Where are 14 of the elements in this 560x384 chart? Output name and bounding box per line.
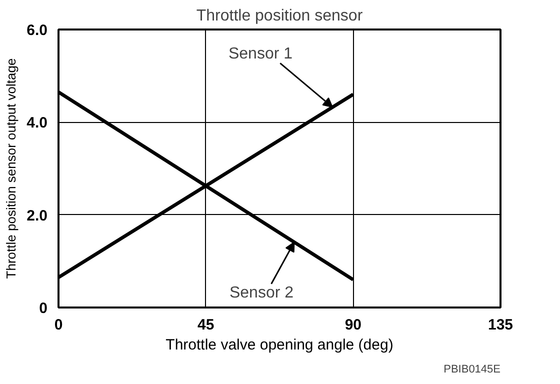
y-tick-label: 6.0	[26, 22, 48, 39]
y-tick-label: 4.0	[26, 114, 48, 132]
x-tick-label: 90	[344, 316, 362, 334]
y-axis-title: Throttle position sensor output voltage	[4, 58, 19, 279]
y-tick-label: 2.0	[26, 207, 48, 224]
text: PBIB0145E	[444, 364, 500, 376]
x-tick-label: 0	[54, 316, 63, 334]
x-axis-title: Throttle valve opening angle (deg)	[166, 336, 394, 354]
x-tick-label: 135	[488, 316, 514, 334]
text: Sensor 1	[228, 45, 293, 62]
x-tick-label: 45	[197, 316, 214, 334]
y-tick-label: 0	[39, 300, 48, 317]
chart-title: Throttle position sensor	[196, 8, 364, 24]
text: Sensor 2	[229, 284, 294, 302]
